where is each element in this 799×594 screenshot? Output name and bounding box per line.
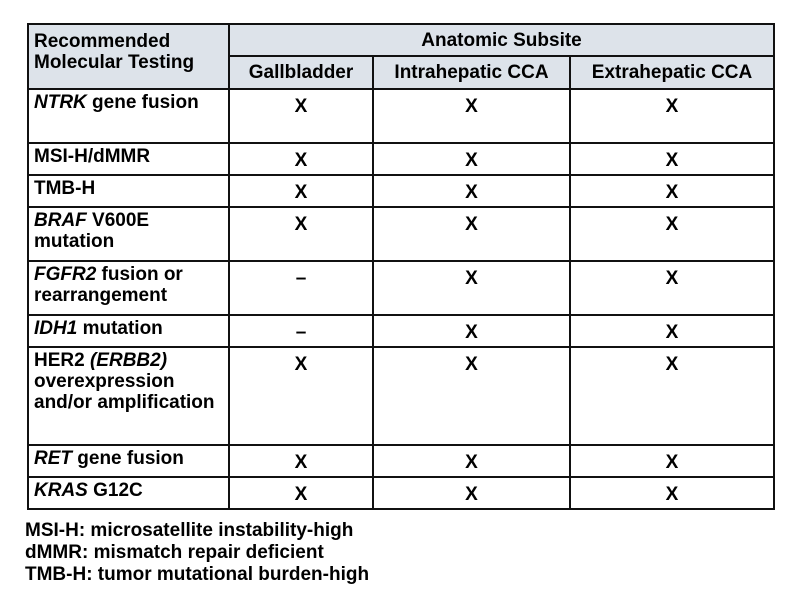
cell-mark: X	[228, 476, 374, 510]
cell-mark: X	[228, 174, 374, 208]
cell-mark: X	[568, 142, 776, 176]
table-row: NTRK gene fusion X X X	[27, 88, 776, 144]
row-label: TMB-H	[27, 174, 230, 208]
row-label: NTRK gene fusion	[27, 88, 230, 144]
column-header-extrahepatic: Extrahepatic CCA	[568, 55, 776, 90]
cell-mark: X	[372, 314, 571, 348]
cell-mark: X	[568, 174, 776, 208]
cell-mark: X	[372, 346, 571, 446]
molecular-testing-table: Recommended Molecular Testing Anatomic S…	[27, 23, 776, 510]
table-row: HER2 (ERBB2) overexpression and/or ampli…	[27, 346, 776, 446]
corner-header-line-1: Recommended	[34, 31, 171, 52]
cell-mark: X	[372, 476, 571, 510]
cell-mark: X	[568, 444, 776, 478]
cell-mark: X	[228, 206, 374, 262]
row-label-text: MSI-H/dMMR	[34, 146, 151, 167]
cell-mark: X	[228, 142, 374, 176]
cell-mark: X	[372, 88, 571, 144]
cell-mark: –	[228, 260, 374, 316]
cell-mark: X	[372, 444, 571, 478]
footnotes: MSI-H: microsatellite instability-high d…	[25, 520, 369, 586]
corner-header: Recommended Molecular Testing	[27, 23, 230, 90]
row-label-text: G12C	[87, 480, 143, 501]
row-label: BRAF V600E mutation	[27, 206, 230, 262]
corner-header-line-2: Molecular Testing	[34, 52, 195, 73]
gene-name: BRAF	[34, 210, 87, 231]
row-label-prefix: HER2	[34, 350, 90, 371]
cell-mark: X	[568, 476, 776, 510]
group-header: Anatomic Subsite	[227, 23, 776, 57]
cell-mark: X	[228, 88, 374, 144]
row-label-text: gene fusion	[86, 92, 199, 113]
row-label: RET gene fusion	[27, 444, 230, 478]
cell-mark: X	[568, 88, 776, 144]
table-row: TMB-H X X X	[27, 174, 776, 208]
cell-mark: –	[228, 314, 374, 348]
gene-name: RET	[34, 448, 72, 469]
cell-mark: X	[372, 260, 571, 316]
column-header-intrahepatic: Intrahepatic CCA	[372, 55, 571, 90]
row-label: IDH1 mutation	[27, 314, 230, 348]
table-row: IDH1 mutation – X X	[27, 314, 776, 348]
row-label: HER2 (ERBB2) overexpression and/or ampli…	[27, 346, 230, 446]
row-label-text: mutation	[77, 318, 163, 339]
row-label: FGFR2 fusion or rearrangement	[27, 260, 230, 316]
cell-mark: X	[228, 346, 374, 446]
row-label-text: TMB-H	[34, 178, 96, 199]
gene-name: IDH1	[34, 318, 78, 339]
row-label: KRAS G12C	[27, 476, 230, 510]
cell-mark: X	[568, 346, 776, 446]
gene-name: NTRK	[34, 92, 87, 113]
gene-name: (ERBB2)	[89, 350, 168, 371]
cell-mark: X	[568, 314, 776, 348]
cell-mark: X	[372, 206, 571, 262]
table-row: FGFR2 fusion or rearrangement – X X	[27, 260, 776, 316]
cell-mark: X	[372, 142, 571, 176]
cell-mark: X	[372, 174, 571, 208]
row-label: MSI-H/dMMR	[27, 142, 230, 176]
row-label-text: fusion or rearrangement	[34, 264, 183, 306]
cell-mark: X	[568, 206, 776, 262]
row-label-text: gene fusion	[72, 448, 184, 469]
row-label-text: overexpression and/or amplification	[34, 371, 215, 413]
gene-name: FGFR2	[34, 264, 97, 285]
footnote-dmmr: dMMR: mismatch repair deficient	[25, 542, 324, 563]
table-row: BRAF V600E mutation X X X	[27, 206, 776, 262]
cell-mark: X	[228, 444, 374, 478]
cell-mark: X	[568, 260, 776, 316]
table-row: MSI-H/dMMR X X X	[27, 142, 776, 176]
row-label-text: V600E mutation	[34, 210, 150, 252]
column-header-gallbladder: Gallbladder	[228, 55, 374, 90]
footnote-msi-h: MSI-H: microsatellite instability-high	[25, 520, 354, 541]
gene-name: KRAS	[34, 480, 88, 501]
footnote-tmb-h: TMB-H: tumor mutational burden-high	[25, 564, 370, 585]
table-row: RET gene fusion X X X	[27, 444, 776, 478]
table-row: KRAS G12C X X X	[27, 476, 776, 510]
